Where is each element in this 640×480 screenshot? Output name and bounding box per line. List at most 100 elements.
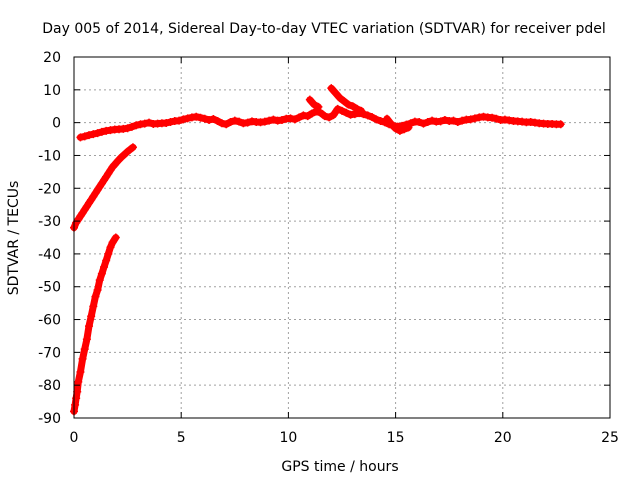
data-point <box>458 116 467 125</box>
data-point <box>368 113 377 122</box>
data-point <box>453 117 462 126</box>
data-point <box>209 115 218 124</box>
data-point <box>325 113 334 122</box>
data-point <box>97 269 106 278</box>
data-point <box>277 116 286 125</box>
data-point <box>82 335 91 344</box>
data-point <box>342 108 351 117</box>
chart-title: Day 005 of 2014, Sidereal Day-to-day VTE… <box>42 21 606 37</box>
data-point <box>93 286 102 295</box>
data-point <box>340 97 349 106</box>
y-axis-label: SDTVAR / TECUs <box>6 181 22 296</box>
data-point <box>85 322 94 331</box>
data-point <box>243 118 252 127</box>
data-point <box>395 126 404 135</box>
data-point <box>333 104 342 113</box>
data-point <box>106 243 115 252</box>
data-point <box>492 114 501 123</box>
data-point <box>85 131 94 140</box>
data-point <box>192 112 201 121</box>
data-point <box>91 292 100 301</box>
data-point <box>200 114 209 123</box>
data-point <box>295 113 304 122</box>
x-tick-label: 0 <box>70 430 79 446</box>
data-point <box>89 130 98 139</box>
data-layer <box>70 84 565 416</box>
data-point <box>140 119 149 128</box>
data-point <box>127 122 136 131</box>
data-point <box>145 118 154 127</box>
data-point <box>76 368 85 377</box>
data-point <box>183 114 192 123</box>
data-point <box>111 233 120 242</box>
data-point <box>95 276 104 285</box>
data-point <box>314 102 323 111</box>
data-point <box>80 132 89 141</box>
ticks: 20 10 0 -10 -20 -30 -40 -50 -60 -70 -80 -90 0 5 10 15 20… <box>38 50 619 446</box>
data-point <box>260 117 269 126</box>
y-tick-label: -80 <box>38 378 61 394</box>
y-tick-label: -70 <box>38 345 61 361</box>
series-arc-steep-line <box>70 234 120 415</box>
data-point <box>344 100 353 109</box>
y-tick-label: 0 <box>52 116 61 132</box>
y-tick-label: -30 <box>38 214 61 230</box>
data-point <box>415 117 424 126</box>
data-point <box>230 116 239 125</box>
data-point <box>391 124 400 133</box>
x-tick-label: 15 <box>387 430 405 446</box>
data-point <box>78 354 87 363</box>
data-point <box>470 114 479 123</box>
x-axis-label: GPS time / hours <box>281 459 398 475</box>
data-point <box>331 89 340 98</box>
y-tick-label: -20 <box>38 181 61 197</box>
y-tick-label: -60 <box>38 313 61 329</box>
data-point <box>166 117 175 126</box>
data-point <box>423 117 432 126</box>
data-point <box>80 345 89 354</box>
data-point <box>89 302 98 311</box>
data-point <box>488 113 497 122</box>
x-tick-label: 20 <box>494 430 512 446</box>
data-point <box>305 95 314 104</box>
data-point <box>338 106 346 115</box>
data-point <box>205 116 214 125</box>
data-point <box>400 125 409 134</box>
y-tick-label: -90 <box>38 411 61 427</box>
data-point <box>466 115 475 124</box>
data-point <box>235 117 244 126</box>
data-point <box>104 249 113 258</box>
data-point <box>73 387 82 396</box>
data-point <box>175 116 184 125</box>
data-point <box>222 120 231 129</box>
data-point <box>440 116 449 125</box>
data-point <box>93 129 102 138</box>
data-point <box>327 84 336 93</box>
y-tick-label: -10 <box>38 148 61 164</box>
data-point <box>226 117 235 126</box>
data-point <box>310 100 319 109</box>
data-point <box>436 117 445 126</box>
x-tick-label: 25 <box>601 430 619 446</box>
data-point <box>290 115 299 124</box>
data-point <box>196 113 205 122</box>
y-tick-label: -50 <box>38 280 61 296</box>
data-point <box>372 115 381 124</box>
data-point <box>320 112 329 121</box>
data-point <box>217 119 226 128</box>
data-point <box>556 120 565 129</box>
data-point <box>265 116 274 125</box>
data-point <box>357 106 366 115</box>
data-point <box>213 116 222 125</box>
data-point <box>449 116 458 125</box>
data-point <box>97 127 106 136</box>
x-tick-label: 10 <box>279 430 297 446</box>
data-point <box>87 312 96 321</box>
data-point <box>108 238 117 247</box>
data-point <box>76 133 85 142</box>
y-tick-label: -40 <box>38 247 61 263</box>
data-point <box>102 256 111 265</box>
data-point <box>404 123 413 132</box>
data-point <box>74 377 83 386</box>
